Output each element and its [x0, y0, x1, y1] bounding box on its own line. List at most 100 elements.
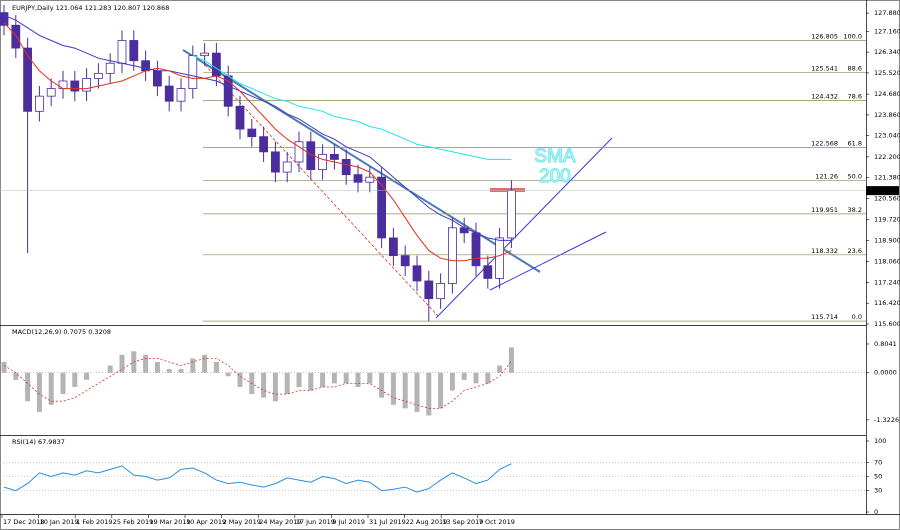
candle-body: [294, 141, 304, 163]
annotation: SMA: [534, 146, 576, 167]
y-tick-label: 127.880: [874, 9, 900, 17]
x-tick-label: 13 Sep 2019: [442, 518, 483, 526]
macd-bar: [497, 365, 503, 373]
candle-body: [377, 176, 387, 239]
plot-layer: EURJPY,Daily 121.064 121.283 120.807 120…: [0, 4, 900, 526]
x-tick-label: 17 Jun 2019: [296, 518, 335, 526]
candle-body: [447, 227, 457, 284]
y-tick-label: 30: [874, 487, 882, 495]
macd-bar: [390, 372, 396, 405]
fib-level-label: 61.8: [848, 140, 862, 148]
channel-line: [435, 137, 613, 319]
x-tick-label: 24 May 2019: [259, 518, 301, 526]
macd-bar: [202, 354, 208, 373]
y-tick-label: 118.900: [874, 236, 900, 244]
y-tick-label: 0.8041: [874, 340, 897, 348]
x-tick-label: 2 May 2019: [223, 518, 261, 526]
macd-bar: [84, 372, 90, 380]
y-tick-label: -1.3226: [874, 416, 899, 424]
macd-bar: [1, 361, 7, 373]
macd-bar: [473, 372, 479, 384]
y-tick-label: 50: [874, 473, 882, 481]
fib-price: 119.951: [811, 206, 838, 214]
macd-bar: [225, 372, 231, 377]
candle-body: [0, 12, 9, 26]
x-tick-label: 1 Feb 2019: [76, 518, 112, 526]
y-tick-label: 121.380: [874, 174, 900, 182]
candle-body: [424, 280, 434, 300]
macd-bar: [284, 372, 290, 395]
macd-bar: [414, 372, 420, 412]
macd-bar: [213, 361, 219, 373]
candle-body: [329, 153, 339, 160]
fib-level-label: 100.0: [843, 32, 862, 40]
annotation: 200: [539, 166, 571, 187]
y-tick-label: 122.200: [874, 153, 900, 161]
panel-title: EURJPY,Daily 121.064 121.283 120.807 120…: [12, 4, 169, 12]
fib-level-label: 50.0: [848, 173, 862, 181]
macd-bar: [402, 372, 408, 409]
candle-body: [365, 176, 375, 183]
macd-bar: [320, 372, 326, 387]
macd-bar: [60, 372, 66, 395]
y-tick-label: 100: [874, 437, 886, 445]
candle-body: [506, 190, 516, 239]
y-tick-label: 119.720: [874, 216, 900, 224]
candle-body: [211, 52, 221, 77]
channel-line: [489, 231, 607, 291]
y-tick-label: 0: [874, 508, 878, 516]
candle-body: [247, 128, 257, 138]
macd-bar: [461, 372, 467, 380]
macd-bar: [48, 372, 54, 405]
macd-bar: [25, 372, 31, 402]
x-tick-label: 7 Oct 2019: [479, 518, 515, 526]
fib-price: 124.432: [811, 92, 838, 100]
macd-bar: [72, 372, 78, 387]
last-price-label: 120.868: [870, 187, 897, 195]
x-tick-label: 9 Jul 2019: [332, 518, 365, 526]
x-tick-label: 22 Aug 2019: [406, 518, 448, 526]
candle-body: [495, 237, 505, 279]
y-tick-label: 70: [874, 458, 882, 466]
macd-bar: [119, 354, 125, 373]
candle-body: [235, 105, 245, 130]
macd-bar: [143, 354, 149, 373]
moving-average: [3, 22, 512, 262]
fib-price: 115.714: [811, 313, 838, 321]
candle-body: [270, 151, 280, 173]
fib-level-label: 88.6: [848, 64, 862, 72]
candle-body: [82, 78, 91, 92]
macd-bar: [13, 372, 19, 380]
macd-bar: [272, 372, 278, 402]
candle-body: [200, 52, 210, 57]
candle-body: [117, 40, 127, 64]
fib-level-label: 78.6: [848, 92, 862, 100]
candle-body: [282, 161, 292, 173]
panel-title: MACD(12,26,9) 0.7075 0.3208: [12, 328, 111, 336]
y-tick-label: 117.240: [874, 278, 900, 286]
candle-body: [35, 95, 44, 112]
candle-body: [341, 159, 351, 176]
x-tick-label: 10 Apr 2019: [186, 518, 226, 526]
y-tick-label: 116.420: [874, 299, 900, 307]
fib-price: 122.568: [811, 140, 838, 148]
fib-level-label: 23.6: [848, 247, 862, 255]
candle-body: [436, 283, 446, 300]
y-tick-label: 115.600: [874, 320, 900, 328]
candle-body: [152, 70, 162, 87]
moving-average: [3, 14, 512, 241]
x-tick-label: 19 Mar 2019: [149, 518, 190, 526]
candle-body: [105, 62, 115, 74]
y-tick-label: 123.860: [874, 111, 900, 119]
macd-bar: [296, 372, 302, 387]
y-tick-label: 120.560: [874, 194, 900, 202]
macd-bar: [379, 372, 385, 398]
candle-body: [412, 265, 422, 282]
moving-average: [192, 55, 512, 160]
candle-body: [58, 80, 68, 89]
candle-body: [388, 237, 398, 257]
candle-body: [176, 88, 186, 102]
fib-price: 125.541: [811, 64, 838, 72]
macd-bar: [154, 361, 160, 373]
